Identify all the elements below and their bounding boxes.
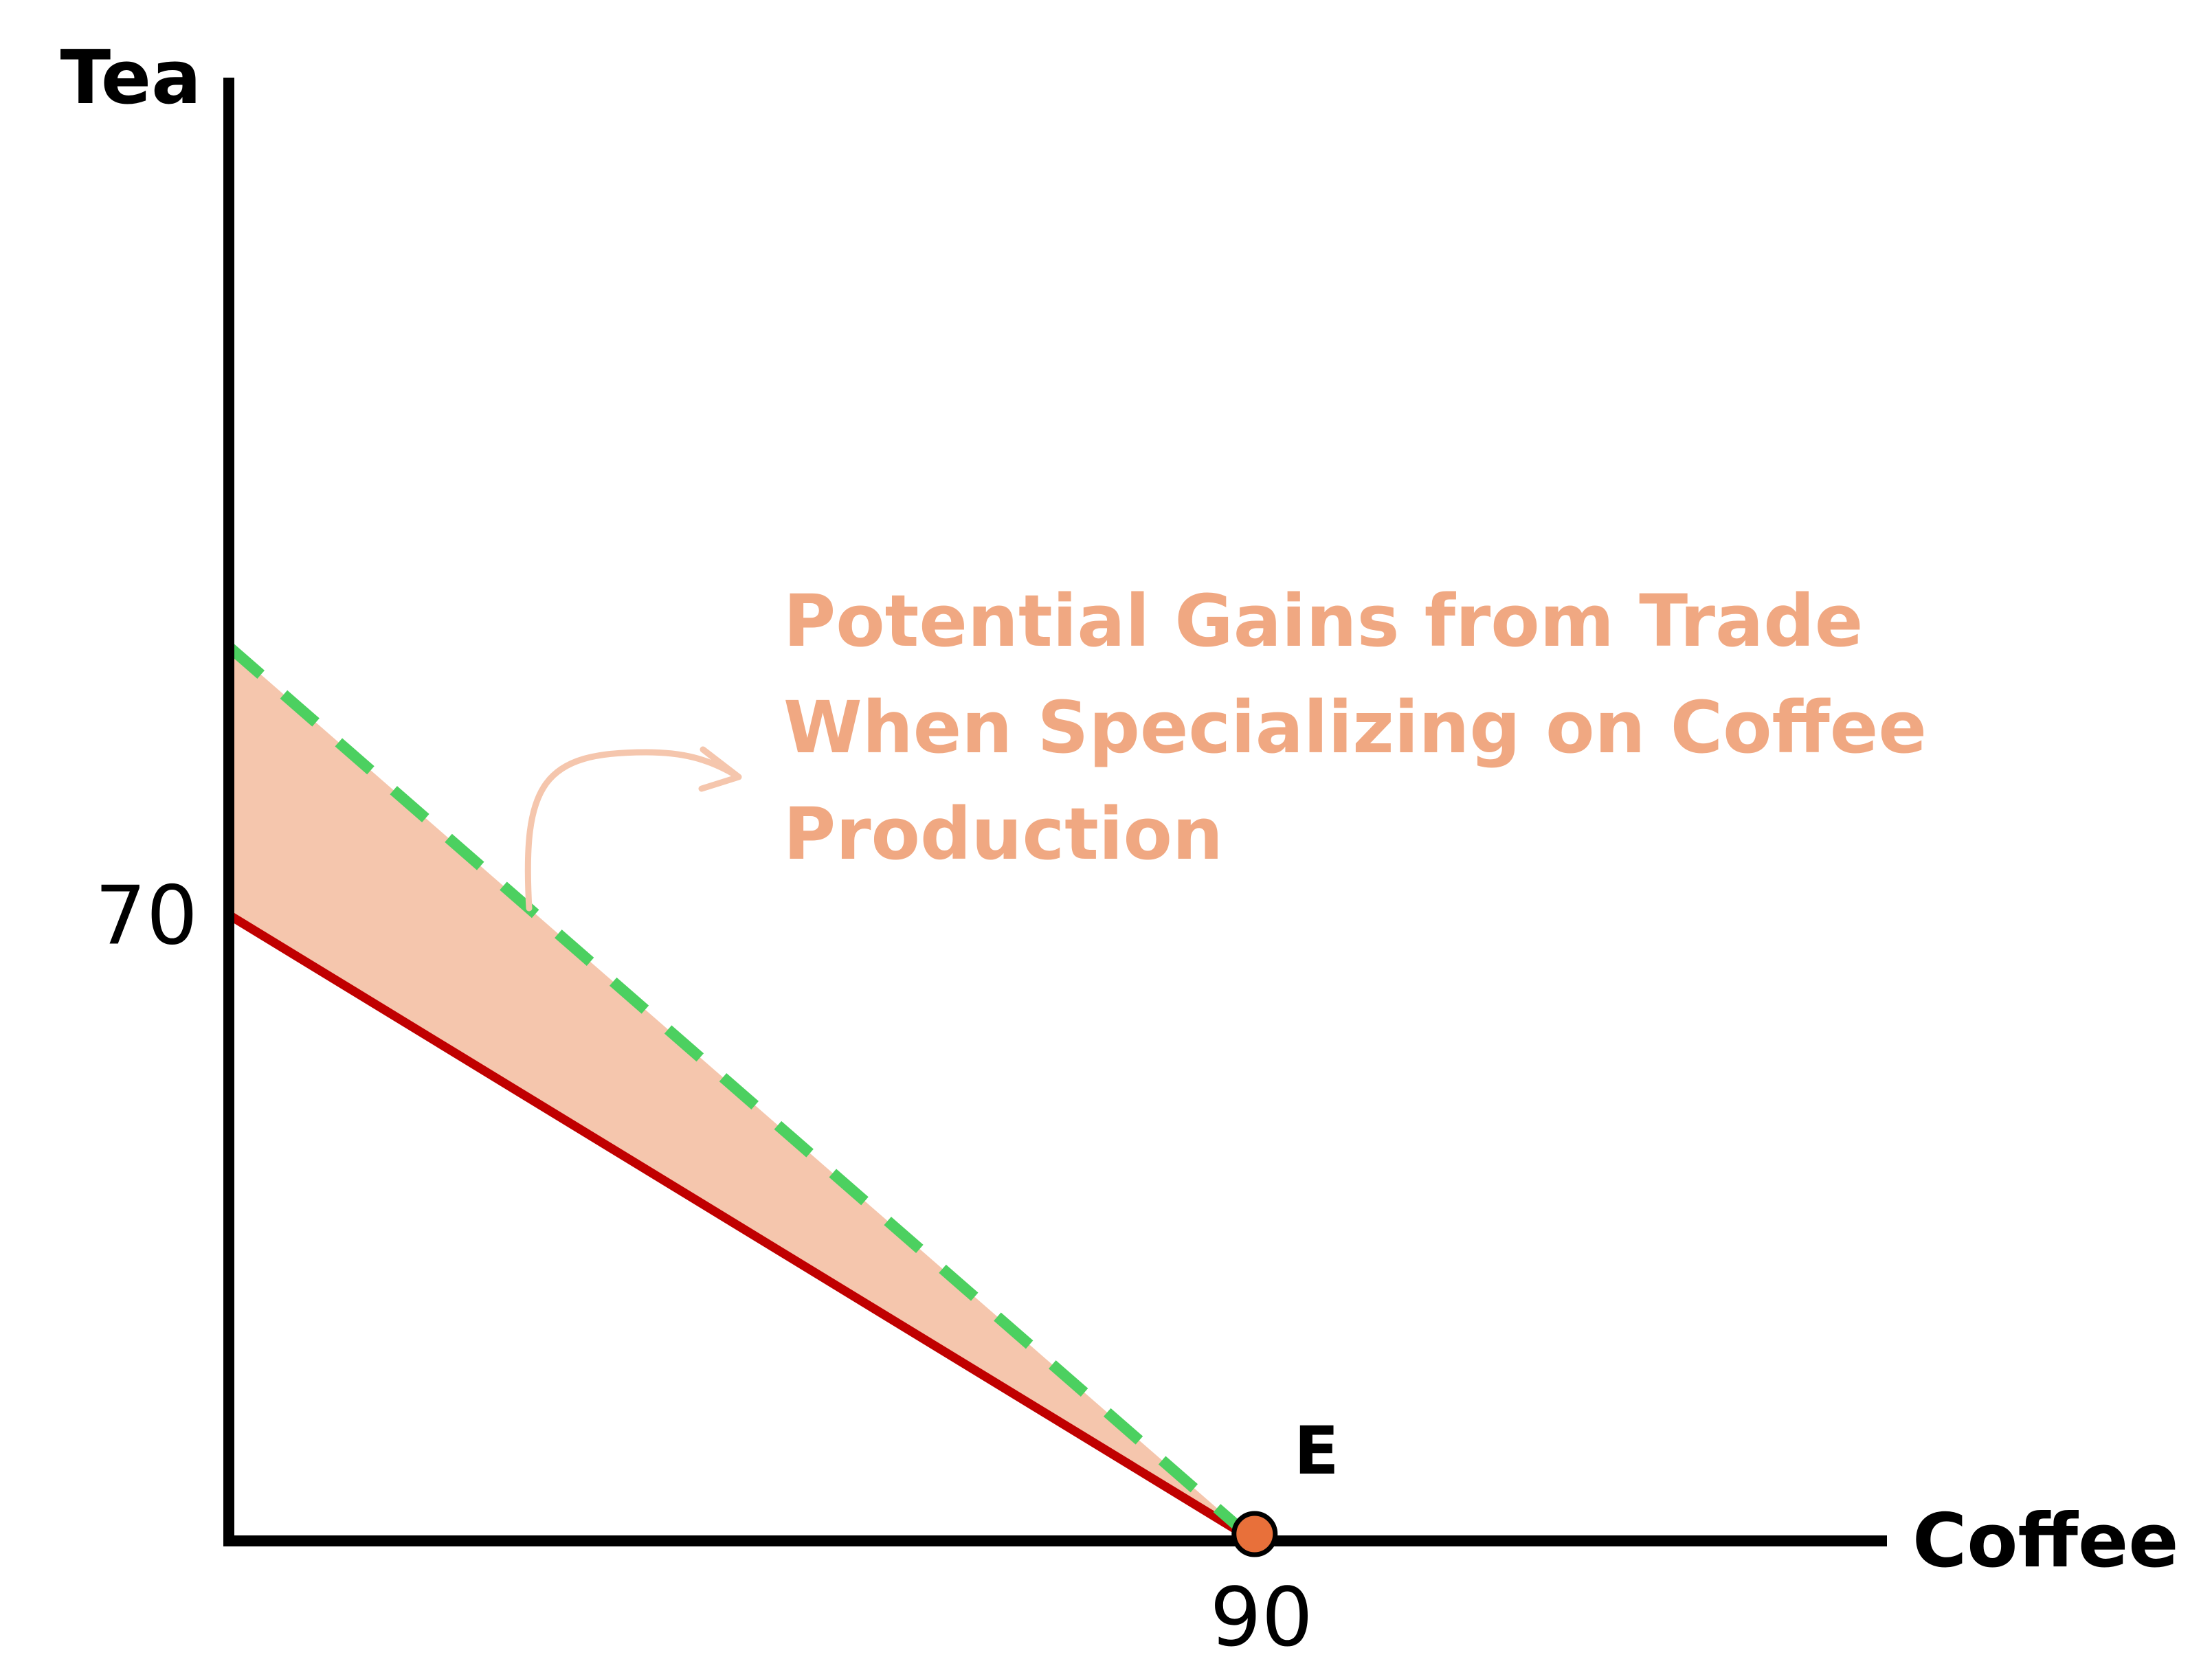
x-tick-label: 90 — [1210, 1570, 1313, 1665]
annotation-line: When Specializing on Coffee — [783, 686, 1927, 769]
point-label: E — [1294, 1412, 1339, 1489]
annotation-arrow — [524, 746, 742, 912]
y-axis-title: Tea — [60, 35, 201, 121]
series-line-dashed — [225, 642, 1259, 1546]
equilibrium-point-marker — [1231, 1511, 1278, 1557]
series-layer — [225, 642, 1259, 1546]
annotation-line: Potential Gains from Trade — [783, 579, 1863, 663]
x-axis-title: Coffee — [1912, 1498, 2178, 1584]
series-line-solid — [226, 911, 1258, 1545]
annotation-text: Potential Gains from Trade When Specializ… — [783, 579, 1927, 876]
tick-layer: 90 70 — [95, 868, 1313, 1665]
y-tick-label: 70 — [95, 868, 198, 963]
annotation-line: Production — [783, 792, 1223, 876]
